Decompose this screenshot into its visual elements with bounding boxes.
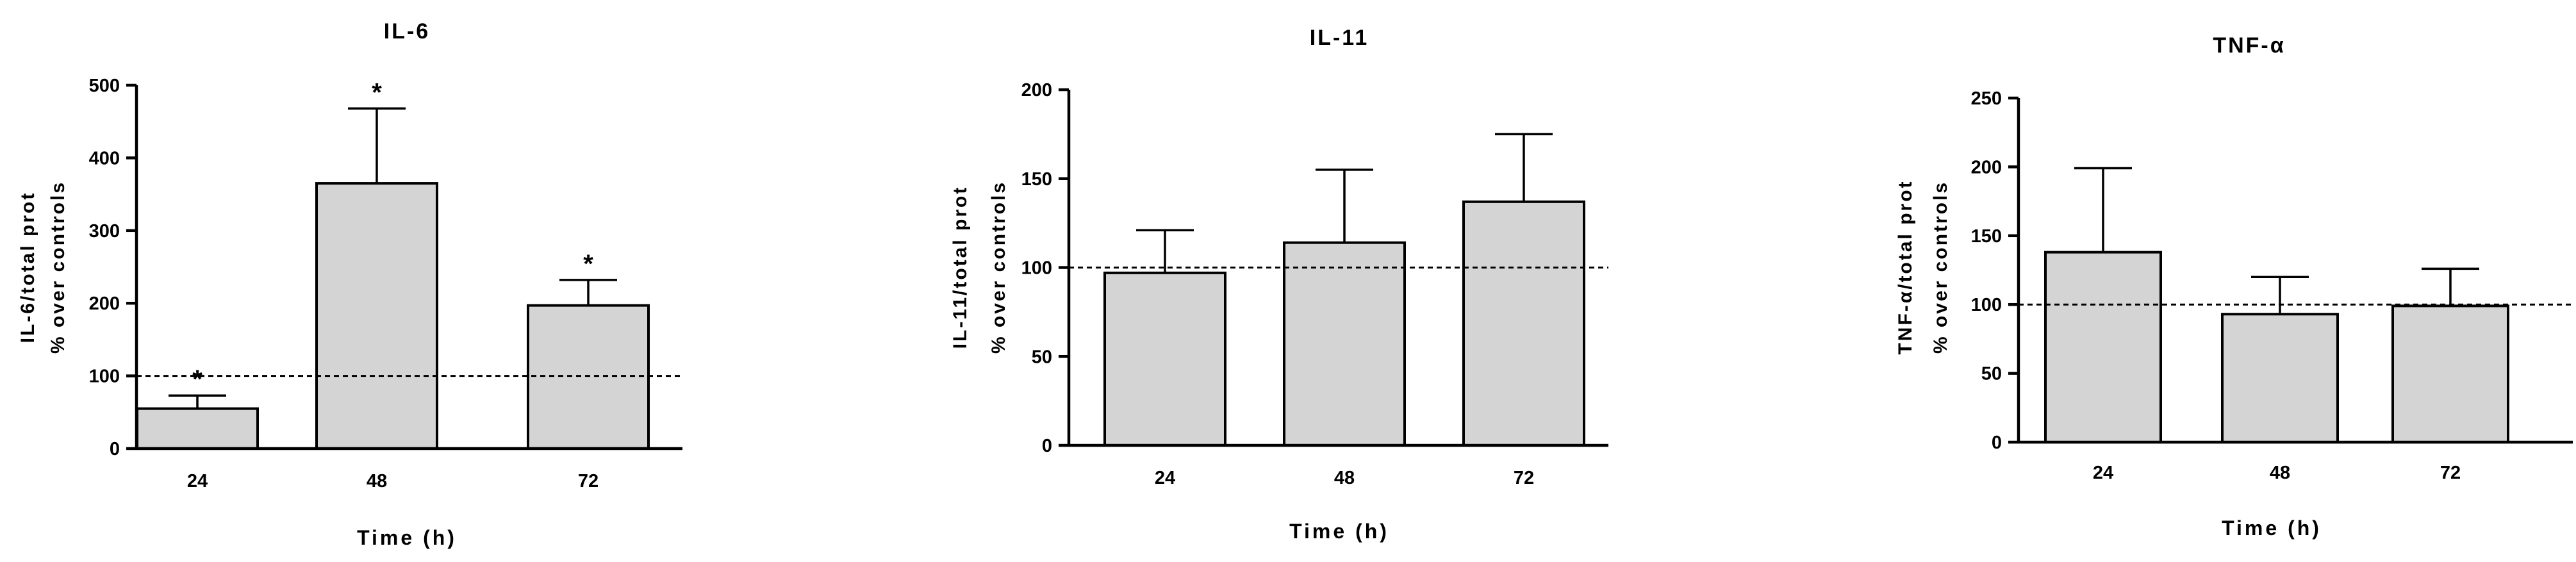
bar-48 — [2221, 313, 2339, 443]
y-axis-label: IL-11/total prot — [950, 186, 971, 349]
chart-panel-1: IL-6 IL-6/total prot % over controls 0 100 20… — [17, 19, 682, 549]
y-tick-label: 150 — [1971, 226, 2002, 247]
x-tick-label: 24 — [1155, 468, 1175, 488]
chart-title: IL-6 — [384, 19, 430, 44]
x-tick-label: 48 — [1334, 468, 1355, 488]
y-axis-label-units: % over controls — [988, 181, 1009, 354]
bar-24 — [1103, 271, 1226, 447]
y-tick-label: 400 — [89, 148, 120, 169]
bar-72 — [2391, 304, 2509, 443]
y-axis-label: TNF-α/total prot — [1895, 179, 1916, 354]
chart-panel-2: IL-11 IL-11/total prot % over controls 0 50 1… — [950, 26, 1608, 543]
chart-title: TNF-α — [2213, 33, 2285, 58]
y-tick-label: 200 — [1021, 80, 1052, 101]
x-tick-label: 72 — [1514, 468, 1534, 488]
significance-marker: * — [583, 250, 593, 278]
bar-24 — [2044, 251, 2162, 443]
y-tick-label: 150 — [1021, 169, 1052, 190]
y-axis-label-units: % over controls — [47, 181, 69, 354]
y-tick-label: 0 — [1992, 433, 2002, 453]
bar-48 — [315, 182, 438, 450]
x-tick-label: 24 — [2093, 463, 2113, 483]
y-tick-label: 0 — [110, 439, 120, 459]
y-tick-label: 200 — [1971, 157, 2002, 178]
x-tick-label: 72 — [2440, 463, 2461, 483]
chart-panel-3: TNF-α TNF-α/total prot % over controls 0 50 1… — [1895, 33, 2573, 540]
bar-48 — [1283, 241, 1406, 447]
y-tick-label: 500 — [89, 76, 120, 96]
x-tick-label: 72 — [578, 471, 599, 492]
x-axis-label: Time (h) — [2222, 517, 2322, 540]
y-tick-label: 300 — [89, 221, 120, 242]
y-axis-label-units: % over controls — [1930, 181, 1951, 354]
chart-title: IL-11 — [1310, 26, 1369, 50]
significance-marker: * — [372, 78, 382, 106]
y-tick-label: 100 — [1021, 258, 1052, 279]
y-tick-label: 100 — [1971, 295, 2002, 315]
bar-72 — [1462, 200, 1585, 447]
y-axis-label: IL-6/total prot — [17, 192, 38, 343]
x-tick-label: 48 — [2270, 463, 2290, 483]
bar-72 — [527, 304, 650, 450]
y-tick-label: 50 — [1032, 347, 1052, 367]
y-tick-label: 50 — [1981, 364, 2002, 384]
x-axis-label: Time (h) — [357, 526, 457, 549]
x-tick-label: 24 — [187, 471, 208, 492]
x-tick-label: 48 — [367, 471, 387, 492]
bar-24 — [136, 407, 259, 450]
y-tick-label: 0 — [1042, 436, 1052, 456]
y-tick-label: 200 — [89, 293, 120, 314]
y-tick-label: 250 — [1971, 88, 2002, 109]
y-tick-label: 100 — [89, 367, 120, 387]
x-axis-label: Time (h) — [1289, 520, 1389, 543]
significance-marker: * — [192, 365, 202, 393]
